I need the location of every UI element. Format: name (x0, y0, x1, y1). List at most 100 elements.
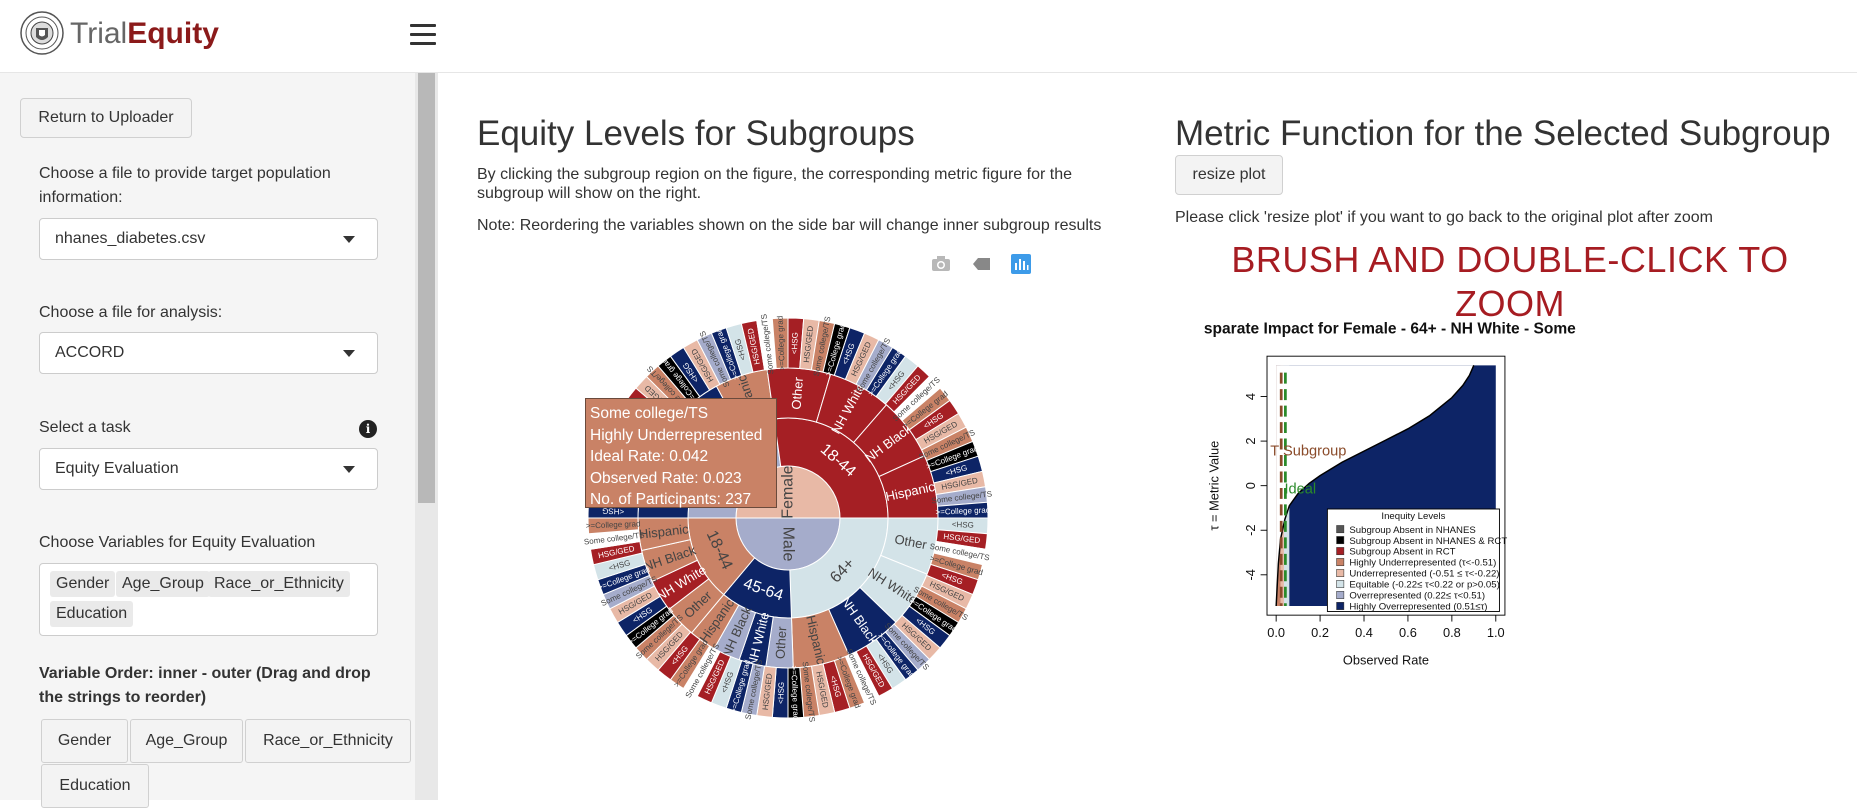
sidebar-scrollbar-thumb[interactable] (418, 73, 435, 503)
legend-label: Subgroup Absent in NHANES (1349, 525, 1475, 536)
plot-legend: Inequity Levels Subgroup Absent in NHANES… (1326, 508, 1507, 613)
target-file-select[interactable]: nhanes_diabetes.csv (39, 218, 378, 260)
x-tick-label: 0.8 (1443, 625, 1461, 640)
equity-levels-title: Equity Levels for Subgroups (477, 114, 915, 153)
target-file-label: Choose a file to provide target populati… (39, 165, 331, 206)
sunburst-label: HSG/GED (802, 325, 815, 363)
legend-swatch (1336, 580, 1345, 588)
variable-chip[interactable]: Age_Group (116, 571, 210, 597)
legend-swatch (1336, 558, 1345, 567)
ideal-annotation: Ideal (1284, 481, 1316, 497)
sunburst-segment-race[interactable]: Other (880, 517, 939, 575)
order-item[interactable]: Education (41, 764, 149, 808)
sunburst-label: Other (789, 376, 806, 410)
tooltip-category: Some college/TS (590, 405, 709, 422)
legend-swatch (1336, 602, 1345, 610)
sunburst-segment-race[interactable]: NH White (859, 554, 928, 623)
analysis-file-value: ACCORD (55, 344, 125, 361)
sunburst-segment-race[interactable]: Hispanic (790, 608, 850, 669)
sunburst-label: <HSG (776, 682, 786, 704)
sunburst-label: Male (780, 527, 797, 562)
sunburst-segment-age[interactable]: 64+ (789, 517, 889, 619)
tooltip-level: Highly Underrepresented (590, 426, 763, 444)
legend-swatch (1336, 525, 1345, 534)
chevron-down-icon (343, 350, 355, 357)
sunburst-segment-education[interactable]: >=College grad (586, 517, 641, 535)
sunburst-segment-race[interactable]: NH Black (852, 404, 926, 478)
camera-icon[interactable] (930, 254, 952, 274)
sunburst-segment-age[interactable]: 18-44 (687, 517, 756, 596)
metric-curve (1275, 365, 1475, 607)
task-value: Equity Evaluation (55, 460, 179, 477)
legend-label: Highly Overrepresented (0.51≤τ) (1349, 602, 1487, 613)
tag-icon[interactable] (970, 254, 992, 274)
y-tick-label: -2 (1243, 525, 1258, 536)
variable-chip[interactable]: Gender (50, 571, 116, 597)
order-item[interactable]: Race_or_Ethnicity (245, 719, 411, 763)
sunburst-label: Hispanic (638, 521, 690, 541)
sunburst-segment-education[interactable]: HSG/GED (935, 529, 988, 550)
metric-function-plot[interactable]: sparate Impact for Female - 64+ - NH Whi… (1175, 315, 1855, 800)
tooltip-participants: No. of Participants: 237 (590, 491, 752, 508)
x-tick-label: 0.2 (1311, 625, 1329, 640)
plot-modebar (930, 252, 1034, 276)
legend-label: Underrepresented (-0.51 ≤ τ<-0.22) (1349, 569, 1499, 580)
sunburst-label: HSG/GED (761, 673, 774, 711)
sunburst-segment-education[interactable]: Some college/TS (799, 661, 820, 723)
sunburst-chart[interactable]: FemaleMale45-6418-4464+45-6418-44OtherNH… (548, 278, 1028, 758)
variable-chip[interactable]: Education (50, 601, 134, 627)
sunburst-label: <HSG (790, 332, 800, 354)
sunburst-segment-race[interactable]: NH Black (828, 586, 897, 656)
sunburst-segment-education[interactable]: <HSG (822, 660, 851, 714)
sunburst-label: Other (773, 625, 790, 659)
legend-label: Subgroup Absent in NHANES & RCT (1349, 536, 1507, 547)
sunburst-segment-age[interactable]: 45-64 (723, 557, 793, 619)
sunburst-segment-race[interactable]: Hispanic (878, 455, 939, 519)
resize-plot-button[interactable]: resize plot (1175, 155, 1283, 195)
sunburst-label: <HSG (602, 506, 624, 516)
hamburger-menu-icon[interactable] (410, 24, 436, 46)
target-file-value: nhanes_diabetes.csv (55, 230, 206, 247)
zoom-hint-text: BRUSH AND DOUBLE-CLICK TO ZOOM (1231, 239, 1789, 324)
legend-label: Subgroup Absent in RCT (1349, 547, 1455, 558)
tooltip-observed-rate: Observed Rate: 0.023 (590, 469, 742, 487)
sunburst-segment-race[interactable]: NH White (815, 373, 888, 444)
info-icon[interactable]: i (359, 420, 377, 438)
sunburst-segment-education[interactable]: Some college/TS (931, 486, 993, 507)
app-brand[interactable]: TrialEquity (70, 16, 219, 52)
sunburst-segment-education[interactable]: <HSG (710, 655, 743, 709)
chevron-down-icon (343, 466, 355, 473)
metric-function-title: Metric Function for the Selected Subgrou… (1175, 114, 1831, 153)
legend-title: Inequity Levels (1381, 511, 1445, 522)
sunburst-label: HSG/GED (943, 532, 981, 545)
analysis-file-select[interactable]: ACCORD (39, 332, 378, 374)
y-axis-label: τ = Metric Value (1207, 441, 1222, 531)
legend-swatch (1336, 536, 1345, 545)
x-tick-label: 1.0 (1487, 625, 1505, 640)
sunburst-segment-race[interactable]: Other (765, 616, 794, 669)
sunburst-segment-education[interactable]: HSG/GED (799, 318, 820, 371)
order-item[interactable]: Gender (41, 719, 128, 763)
task-select[interactable]: Equity Evaluation (39, 448, 378, 490)
x-tick-label: 0.4 (1355, 625, 1373, 640)
sunburst-segment-education[interactable]: HSG/GED (756, 665, 777, 718)
sunburst-segment-education[interactable]: <HSG (833, 327, 866, 381)
order-item[interactable]: Age_Group (130, 719, 243, 763)
sunburst-segment-education[interactable]: Some college/TS (756, 313, 777, 375)
sunburst-segment-race[interactable]: Other (766, 367, 832, 423)
variables-multiselect[interactable]: Gender Age_Group Race_or_Ethnicity Educa… (39, 563, 378, 636)
return-to-uploader-button[interactable]: Return to Uploader (20, 98, 192, 138)
sunburst-segment-male[interactable]: Male (735, 517, 841, 571)
y-tick-label: 2 (1243, 438, 1258, 445)
x-tick-label: 0.0 (1267, 625, 1285, 640)
university-seal-icon (20, 11, 64, 55)
brand-part-trial: Trial (70, 17, 128, 50)
legend-label: Overrepresented (0.22≤ τ<0.51) (1349, 591, 1485, 602)
legend-swatch (1336, 569, 1345, 577)
variable-chip[interactable]: Race_or_Ethnicity (208, 571, 350, 597)
y-tick-label: 0 (1243, 482, 1258, 489)
equity-levels-note: Note: Reordering the variables shown on … (477, 217, 1102, 234)
sunburst-segment-education[interactable]: Some college/TS (583, 529, 645, 550)
sunburst-segment-race[interactable]: Hispanic (637, 517, 691, 552)
plotly-logo-icon[interactable] (1010, 254, 1032, 274)
